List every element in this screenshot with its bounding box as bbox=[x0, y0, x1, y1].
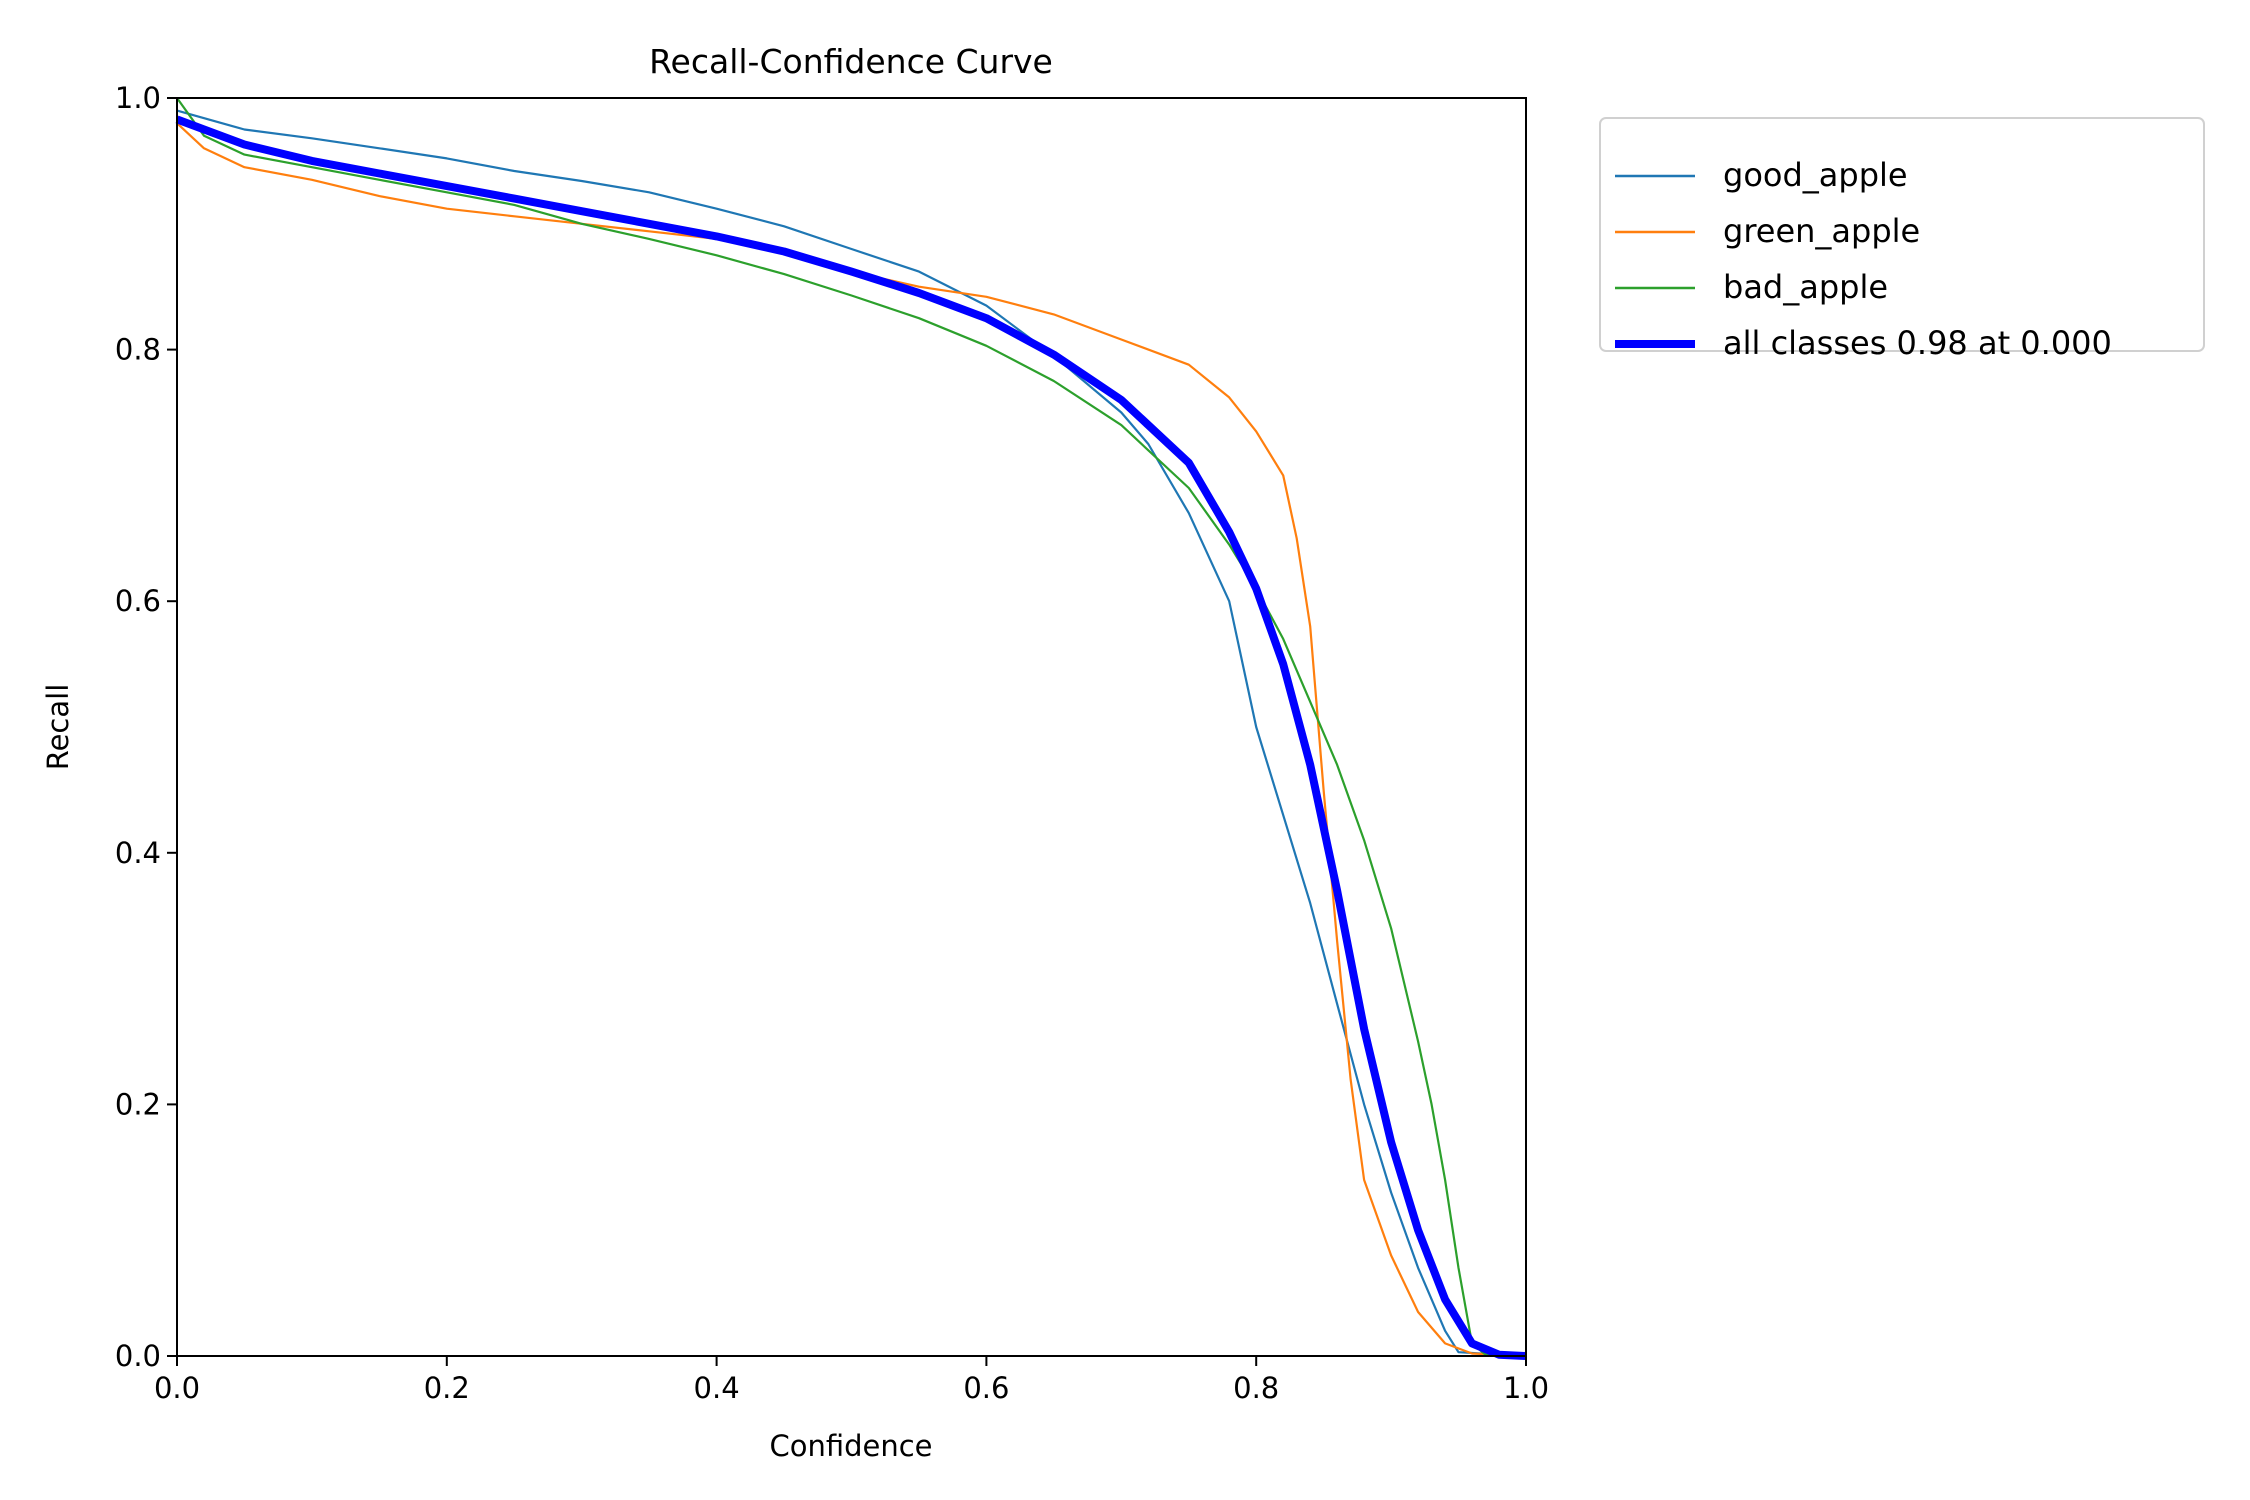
x-tick-label: 1.0 bbox=[1503, 1371, 1549, 1405]
x-tick-label: 0.0 bbox=[154, 1371, 200, 1405]
legend-label: all classes 0.98 at 0.000 bbox=[1723, 324, 2112, 362]
y-tick-label: 0.6 bbox=[115, 584, 161, 618]
legend-label: good_apple bbox=[1723, 156, 1908, 194]
y-axis: 0.0 0.2 0.4 0.6 0.8 1.0 bbox=[115, 81, 177, 1373]
chart-title: Recall-Confidence Curve bbox=[649, 42, 1053, 81]
x-tick-label: 0.8 bbox=[1233, 1371, 1279, 1405]
x-tick-label: 0.6 bbox=[963, 1371, 1009, 1405]
x-axis-label: Confidence bbox=[769, 1429, 932, 1463]
y-tick-label: 0.2 bbox=[115, 1087, 161, 1121]
y-tick-label: 0.0 bbox=[115, 1339, 161, 1373]
axes-frame bbox=[176, 97, 1527, 1357]
series-line-good-apple bbox=[176, 109, 1527, 1358]
series-line-all-classes-0-98-at-0-000 bbox=[175, 115, 1527, 1360]
y-tick-label: 0.8 bbox=[115, 333, 161, 367]
legend-label: bad_apple bbox=[1723, 268, 1888, 306]
legend-frame bbox=[1599, 117, 2205, 352]
legend-label: green_apple bbox=[1723, 212, 1920, 250]
series-line-green-apple bbox=[176, 122, 1527, 1358]
x-tick-label: 0.4 bbox=[694, 1371, 740, 1405]
series-line-bad-apple bbox=[176, 97, 1527, 1358]
y-tick-label: 1.0 bbox=[115, 81, 161, 115]
y-tick-label: 0.4 bbox=[115, 836, 161, 870]
y-axis-label: Recall bbox=[41, 684, 75, 771]
x-axis: 0.0 0.2 0.4 0.6 0.8 1.0 bbox=[154, 1356, 1549, 1405]
plot-area bbox=[175, 97, 1527, 1360]
x-tick-label: 0.2 bbox=[424, 1371, 470, 1405]
